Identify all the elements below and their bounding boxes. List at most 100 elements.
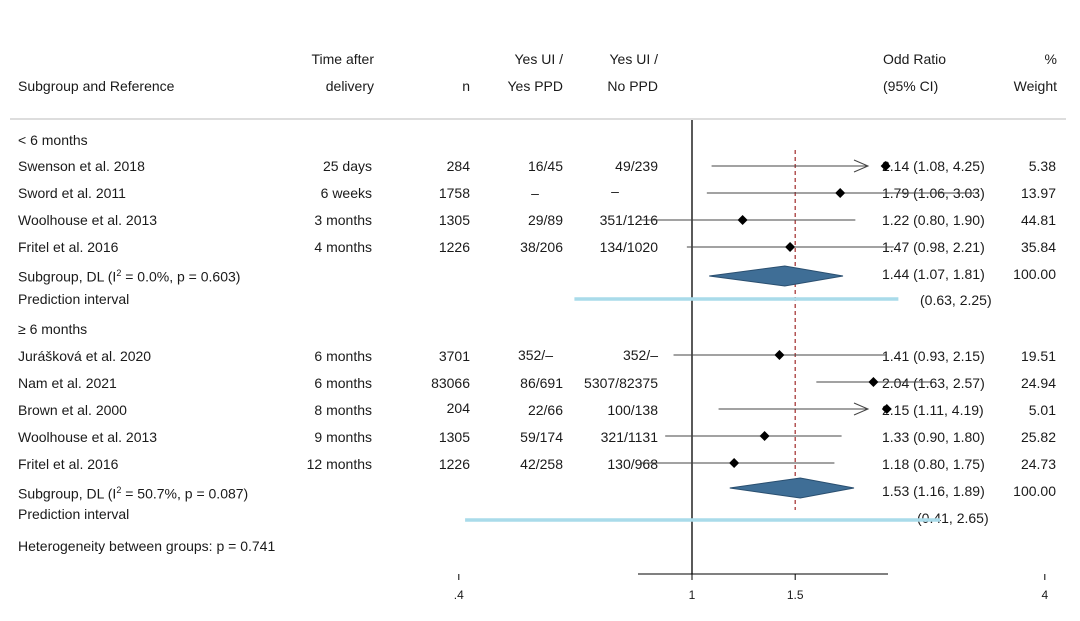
point-estimate-marker — [785, 242, 796, 252]
subgroup-label-sup: 2 — [116, 485, 122, 495]
axis-tick-label: 1 — [689, 588, 696, 602]
study-yes-ppd: 38/206 — [520, 239, 563, 255]
study-no-ppd: – — [611, 183, 619, 199]
study-yes-ppd: 59/174 — [520, 429, 563, 445]
study-no-ppd: 351/1216 — [599, 212, 658, 228]
point-estimate-marker — [835, 188, 846, 198]
group-label: < 6 months — [18, 132, 88, 148]
prediction-text: (0.41, 2.65) — [917, 510, 989, 526]
study-yes-ppd: 86/691 — [520, 375, 563, 391]
subgroup-label: Subgroup, DL (I2 = 50.7%, p = 0.087) — [18, 482, 248, 502]
subgroup-label-suffix: = 0.0%, p = 0.603) — [121, 268, 241, 285]
study-reference: Swenson et al. 2018 — [18, 158, 145, 174]
study-reference: Brown et al. 2000 — [18, 402, 127, 418]
study-reference: Fritel et al. 2016 — [18, 239, 119, 255]
study-n: 204 — [446, 400, 470, 416]
study-time: 6 months — [314, 375, 372, 391]
point-estimate-marker — [729, 458, 740, 468]
group-label: ≥ 6 months — [18, 321, 88, 337]
study-yes-ppd: – — [531, 185, 539, 201]
study-n: 83066 — [431, 375, 470, 391]
study-weight: 24.73 — [1020, 456, 1056, 472]
study-time: 3 months — [314, 212, 372, 228]
study-weight: 25.82 — [1020, 429, 1056, 445]
study-time: 9 months — [314, 429, 372, 445]
header-weight-line1: % — [1044, 51, 1057, 67]
study-or: 1.33 (0.90, 1.80) — [882, 429, 985, 445]
subgroup-or: 1.53 (1.16, 1.89) — [882, 483, 985, 499]
study-weight: 13.97 — [1020, 185, 1056, 201]
header-or-line2: (95% CI) — [883, 78, 939, 94]
ci-arrow — [853, 159, 870, 173]
header-or-line1: Odd Ratio — [883, 51, 947, 67]
point-estimate-marker — [737, 215, 748, 225]
study-reference: Fritel et al. 2016 — [18, 456, 119, 472]
study-n: 1758 — [438, 185, 470, 201]
study-time: 25 days — [322, 158, 372, 174]
study-n: 3701 — [438, 348, 470, 364]
study-no-ppd: 49/239 — [615, 158, 658, 174]
study-yes-ppd: 22/66 — [527, 402, 563, 418]
study-time: 6 weeks — [320, 185, 372, 201]
study-no-ppd: 100/138 — [607, 402, 658, 418]
study-yes-ppd: 352/– — [517, 347, 553, 363]
subgroup-label-prefix: Subgroup, DL (I — [18, 485, 117, 502]
study-n: 1226 — [438, 456, 470, 472]
study-reference: Nam et al. 2021 — [18, 375, 117, 391]
header-time-line2: delivery — [325, 78, 374, 94]
point-estimate-marker — [868, 377, 879, 387]
header-no-ppd-line1: Yes UI / — [609, 51, 658, 67]
subgroup-weight: 100.00 — [1013, 266, 1056, 282]
study-time: 12 months — [306, 456, 372, 472]
subgroup-label-sup: 2 — [116, 268, 122, 278]
subgroup-label-suffix: = 50.7%, p = 0.087) — [121, 485, 249, 502]
study-no-ppd: 130/968 — [607, 456, 658, 472]
study-time: 4 months — [314, 239, 372, 255]
header-time-line1: Time after — [311, 51, 375, 67]
study-reference: Woolhouse et al. 2013 — [18, 212, 158, 228]
ci-arrow — [853, 402, 870, 416]
header-subgroup: Subgroup and Reference — [18, 78, 175, 94]
prediction-label: Prediction interval — [18, 291, 130, 307]
axis-tick-label: 1.5 — [787, 588, 804, 602]
subgroup-or: 1.44 (1.07, 1.81) — [882, 266, 985, 282]
heterogeneity-text: Heterogeneity between groups: p = 0.741 — [18, 538, 276, 554]
study-weight: 19.51 — [1020, 348, 1056, 364]
study-no-ppd: 321/1131 — [600, 429, 658, 445]
study-or: 1.41 (0.93, 2.15) — [882, 348, 985, 364]
study-reference: Woolhouse et al. 2013 — [18, 429, 158, 445]
study-n: 284 — [446, 158, 470, 174]
subgroup-label: Subgroup, DL (I2 = 0.0%, p = 0.603) — [18, 265, 240, 285]
study-or: 2.15 (1.11, 4.19) — [882, 402, 984, 418]
study-no-ppd: 352/– — [622, 347, 658, 363]
study-weight: 24.94 — [1020, 375, 1056, 391]
study-or: 1.47 (0.98, 2.21) — [882, 239, 985, 255]
header-weight-line2: Weight — [1013, 78, 1057, 94]
point-estimate-marker — [880, 161, 891, 171]
axis-tick-label: .4 — [454, 588, 464, 602]
study-time: 8 months — [314, 402, 372, 418]
axis-tick-label: 4 — [1041, 588, 1048, 602]
study-or: 2.04 (1.63, 2.57) — [882, 375, 985, 391]
study-weight: 44.81 — [1020, 212, 1056, 228]
study-weight: 35.84 — [1020, 239, 1056, 255]
study-reference: Jurášková et al. 2020 — [18, 348, 152, 364]
summary-diamond — [729, 477, 855, 499]
point-estimate-marker — [881, 404, 892, 414]
study-n: 1305 — [438, 212, 470, 228]
study-reference: Sword et al. 2011 — [18, 185, 126, 201]
header-n: n — [462, 78, 470, 94]
header-no-ppd-line2: No PPD — [607, 78, 658, 94]
study-weight: 5.38 — [1028, 158, 1056, 174]
study-or: 1.22 (0.80, 1.90) — [882, 212, 985, 228]
study-no-ppd: 5307/82375 — [584, 375, 658, 391]
point-estimate-marker — [774, 350, 785, 360]
header-yes-ppd-line1: Yes UI / — [514, 51, 563, 67]
study-or: 1.18 (0.80, 1.75) — [882, 456, 985, 472]
prediction-text: (0.63, 2.25) — [920, 292, 992, 308]
study-n: 1305 — [438, 429, 470, 445]
summary-diamond — [709, 265, 844, 287]
point-estimate-marker — [759, 431, 770, 441]
study-no-ppd: 134/1020 — [599, 239, 658, 255]
